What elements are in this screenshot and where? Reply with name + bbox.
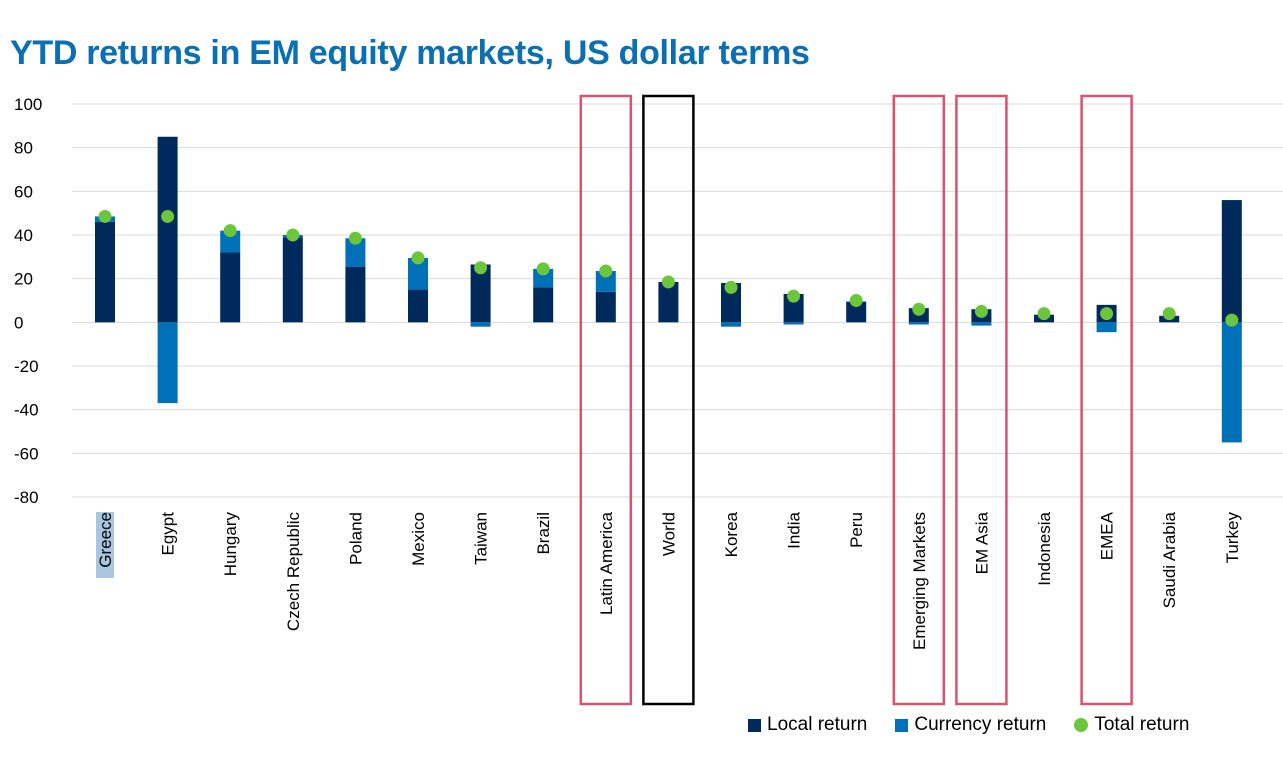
category-label-taiwan: Taiwan — [472, 512, 491, 565]
legend-item-total-return: Total return — [1074, 714, 1189, 736]
bar-local-poland — [345, 266, 366, 323]
bar-currency-emerging-markets — [908, 322, 929, 325]
total-return-dot-egypt — [161, 209, 175, 223]
total-return-dot-latin-america — [599, 264, 613, 278]
category-label-hungary: Hungary — [221, 512, 240, 577]
legend-swatch-total — [1074, 718, 1089, 732]
legend-label-local: Local return — [767, 714, 868, 735]
y-tick-label-0: 0 — [14, 313, 23, 332]
bar-local-egypt — [157, 136, 178, 323]
total-return-dot-turkey — [1225, 313, 1239, 327]
highlight-box-world — [642, 94, 695, 706]
y-tick-label-60: -60 — [14, 444, 39, 463]
category-label-emea: EMEA — [1098, 511, 1117, 560]
bar-local-world — [658, 281, 679, 323]
bar-currency-emea — [1096, 322, 1117, 333]
bar-local-greece — [95, 221, 115, 323]
y-tick-label-40: 40 — [14, 226, 33, 245]
total-return-dot-peru — [849, 294, 863, 307]
bar-currency-brazil — [533, 268, 554, 288]
category-label-mexico: Mexico — [409, 512, 428, 566]
bar-local-korea — [721, 283, 741, 323]
total-return-dot-korea — [724, 280, 738, 294]
bar-local-mexico — [408, 289, 428, 323]
category-label-peru: Peru — [847, 512, 866, 548]
total-return-dot-world — [661, 275, 675, 289]
total-return-dot-indonesia — [1037, 307, 1051, 321]
label-highlight-greece — [96, 512, 114, 578]
highlight-box-latin-america — [579, 94, 633, 706]
y-tick-label-100: 100 — [14, 95, 42, 114]
bar-currency-mexico — [408, 257, 428, 290]
bar-local-india — [783, 293, 804, 323]
bar-local-turkey — [1221, 200, 1242, 323]
y-tick-label-40: -40 — [14, 401, 39, 420]
total-return-dot-emea — [1100, 307, 1114, 321]
bar-currency-turkey — [1221, 322, 1242, 443]
highlight-box-emerging-markets — [892, 94, 946, 706]
legend-item-currency-return: Currency return — [895, 714, 1046, 736]
y-tick-label-80: 80 — [14, 139, 33, 158]
total-return-dot-india — [787, 289, 801, 303]
category-label-emerging-markets: Emerging Markets — [910, 512, 929, 650]
y-tick-label-20: 20 — [14, 270, 33, 289]
legend-label-total: Total return — [1094, 714, 1190, 735]
category-label-india: India — [785, 511, 804, 548]
category-label-turkey: Turkey — [1223, 512, 1242, 564]
bar-currency-egypt — [157, 322, 178, 404]
total-return-dot-czech-republic — [286, 228, 300, 242]
total-return-dot-greece — [98, 209, 112, 223]
chart-title: YTD returns in EM equity markets, US dol… — [10, 34, 810, 72]
category-label-world: World — [659, 512, 678, 556]
total-return-dot-poland — [348, 231, 362, 245]
bar-local-latin-america — [595, 291, 616, 323]
bar-local-czech-republic — [282, 237, 303, 323]
total-return-dot-saudi-arabia — [1162, 307, 1176, 321]
y-tick-label-60: 60 — [14, 182, 33, 201]
bar-local-taiwan — [470, 264, 491, 323]
legend-swatch-local — [748, 718, 761, 732]
total-return-dot-hungary — [223, 224, 237, 238]
category-label-egypt: Egypt — [159, 512, 178, 556]
y-tick-label-80: -80 — [14, 488, 39, 507]
total-return-dot-em-asia — [974, 304, 988, 318]
total-return-dot-mexico — [411, 251, 425, 265]
bar-local-brazil — [533, 287, 554, 323]
legend-label-currency: Currency return — [914, 714, 1047, 735]
highlight-box-emea — [1080, 94, 1133, 706]
total-return-dot-emerging-markets — [912, 302, 926, 316]
y-tick-label-20: -20 — [14, 357, 39, 376]
category-label-czech-republic: Czech Republic — [284, 512, 303, 632]
legend: Local return Currency return Total retur… — [748, 714, 1189, 736]
bar-currency-korea — [721, 322, 741, 327]
bar-currency-hungary — [220, 230, 241, 253]
bar-local-peru — [846, 301, 867, 323]
category-label-indonesia: Indonesia — [1035, 511, 1054, 585]
total-return-dot-taiwan — [474, 261, 488, 275]
bar-currency-latin-america — [595, 271, 616, 292]
category-label-greece: Greece — [96, 512, 115, 568]
bar-currency-poland — [345, 238, 366, 267]
bar-currency-em-asia — [971, 322, 992, 326]
category-label-poland: Poland — [346, 512, 365, 565]
bar-local-hungary — [220, 252, 241, 323]
bar-currency-india — [783, 322, 804, 325]
category-label-em-asia: EM Asia — [972, 511, 991, 574]
legend-swatch-currency — [895, 718, 909, 732]
category-label-brazil: Brazil — [534, 512, 553, 555]
category-label-latin-america: Latin America — [597, 511, 616, 615]
category-label-korea: Korea — [722, 511, 741, 557]
total-return-dot-brazil — [536, 262, 550, 276]
highlight-box-em-asia — [955, 94, 1008, 706]
category-label-saudi-arabia: Saudi Arabia — [1160, 511, 1179, 608]
bar-currency-taiwan — [470, 322, 491, 327]
legend-item-local-return: Local return — [748, 714, 867, 736]
